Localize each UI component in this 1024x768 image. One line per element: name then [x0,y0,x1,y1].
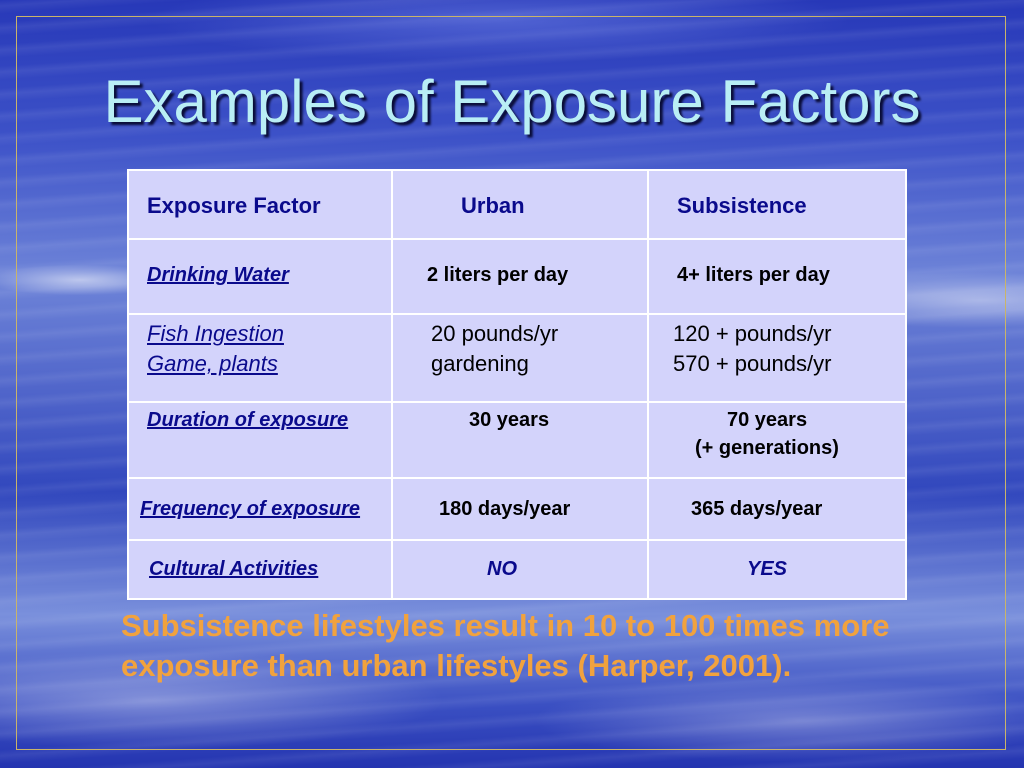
row-cultural-label-cell: Cultural Activities [127,539,393,600]
header-exposure-factor: Exposure Factor [147,193,321,218]
row-fish-label-cell: Fish Ingestion Game, plants [127,313,393,403]
row-frequency-label-cell: Frequency of exposure [127,477,393,541]
exposure-factors-table: Exposure Factor Urban Subsistence Drinki… [127,169,907,600]
summary-line-1: Subsistence lifestyles result in 10 to 1… [121,608,890,643]
drinking-water-subsistence-value: 4+ liters per day [677,264,830,286]
row-drinking-water-subsistence-cell: 4+ liters per day [647,238,907,315]
game-plants-link[interactable]: Game, plants [147,351,278,376]
frequency-subsistence-value: 365 days/year [691,498,823,520]
duration-subsistence-note: (+ generations) [695,437,839,459]
frequency-of-exposure-link[interactable]: Frequency of exposure [140,498,361,520]
row-cultural-subsistence-cell: YES [647,539,907,600]
row-drinking-water-urban-cell: 2 liters per day [391,238,649,315]
drinking-water-urban-value: 2 liters per day [427,264,569,286]
cultural-urban-value: NO [487,558,517,580]
row-cultural-urban-cell: NO [391,539,649,600]
row-fish-subsistence-cell: 120 + pounds/yr 570 + pounds/yr [647,313,907,403]
row-drinking-water-label-cell: Drinking Water [127,238,393,315]
cultural-subsistence-value: YES [747,558,788,580]
header-subsistence: Subsistence [677,193,807,218]
table-row: Drinking Water 2 liters per day 4+ liter… [127,238,907,315]
header-cell-subsistence: Subsistence [647,169,907,240]
row-duration-urban-cell: 30 years [391,401,649,479]
frequency-urban-value: 180 days/year [439,498,571,520]
game-plants-subsistence-value: 570 + pounds/yr [673,351,832,376]
slide-title: Examples of Exposure Factors [103,68,921,135]
summary-line-2: exposure than urban lifestyles (Harper, … [121,648,792,683]
duration-subsistence-value: 70 years [727,409,808,431]
row-frequency-urban-cell: 180 days/year [391,477,649,541]
table-header-row: Exposure Factor Urban Subsistence [127,169,907,240]
row-fish-urban-cell: 20 pounds/yr gardening [391,313,649,403]
fish-ingestion-link[interactable]: Fish Ingestion [147,321,284,346]
header-urban: Urban [461,193,525,218]
summary-text: Subsistence lifestyles result in 10 to 1… [121,606,1001,686]
row-duration-subsistence-cell: 70 years (+ generations) [647,401,907,479]
fish-urban-value: 20 pounds/yr [431,321,559,346]
row-duration-label-cell: Duration of exposure [127,401,393,479]
table-row: Duration of exposure 30 years 70 years (… [127,401,907,479]
table-row: Frequency of exposure 180 days/year 365 … [127,477,907,541]
cultural-activities-link[interactable]: Cultural Activities [149,558,319,580]
drinking-water-link[interactable]: Drinking Water [147,264,289,286]
header-cell-factor: Exposure Factor [127,169,393,240]
fish-subsistence-value: 120 + pounds/yr [673,321,832,346]
gardening-urban-value: gardening [431,351,529,376]
table-row: Cultural Activities NO YES [127,539,907,600]
row-frequency-subsistence-cell: 365 days/year [647,477,907,541]
duration-of-exposure-link[interactable]: Duration of exposure [147,409,349,431]
header-cell-urban: Urban [391,169,649,240]
table-row: Fish Ingestion Game, plants 20 pounds/yr… [127,313,907,403]
duration-urban-value: 30 years [469,409,550,431]
